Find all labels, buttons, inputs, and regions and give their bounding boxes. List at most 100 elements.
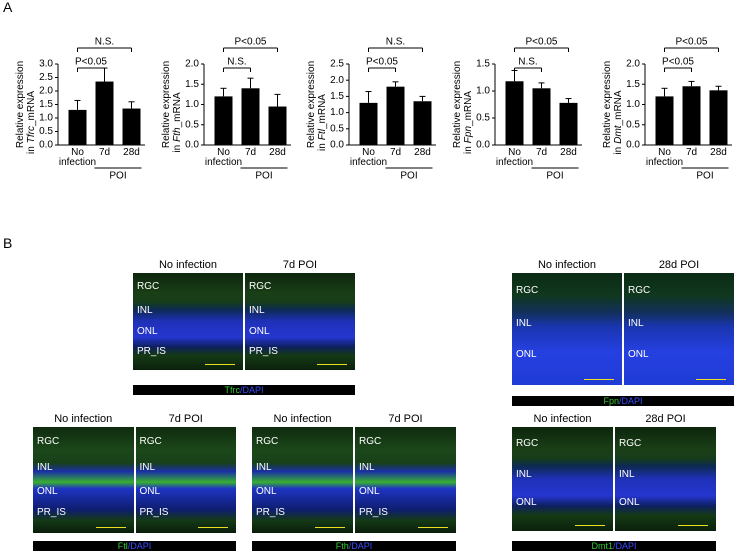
sig-label: N.S. (386, 37, 405, 48)
micrograph: RGC INL ONL PR_IS (133, 273, 243, 370)
layer-label: ONL (516, 496, 537, 508)
layer-label: ONL (137, 326, 158, 338)
stain-caption: Fth/DAPI (252, 541, 456, 551)
stain-dapi: /DAPI (619, 396, 643, 406)
bar (359, 102, 378, 145)
micrograph: RGC INL ONL PR_IS (245, 273, 355, 370)
y-label-line: Relative expression (15, 61, 26, 148)
x-tick-label: No infection (204, 147, 243, 168)
y-tick-label: 1.0 (39, 113, 53, 124)
y-tick-label: 0.5 (330, 123, 344, 134)
y-label-suffix: _mRNA (172, 92, 183, 128)
bar (682, 86, 701, 145)
bar (68, 109, 87, 145)
x-tick-label: 7d (535, 147, 548, 158)
scale-bar (198, 527, 228, 528)
layer-label: PR_IS (137, 345, 166, 357)
layer-label: INL (249, 304, 265, 316)
y-tick-label: 0.5 (476, 113, 490, 124)
scale-bar (584, 379, 614, 380)
layer-label: INL (628, 318, 644, 330)
layer-label: RGC (256, 435, 279, 447)
stain-caption: Tfrc/DAPI (133, 385, 355, 395)
panel-label: A (3, 0, 13, 15)
group-label: POI (400, 171, 417, 182)
layer-label: RGC (37, 435, 60, 447)
sig-label: N.S. (95, 37, 114, 48)
bar (386, 86, 405, 145)
y-label-line: Relative expression (602, 61, 613, 148)
scale-bar (678, 525, 708, 526)
y-label-gene: Fpn (463, 126, 474, 144)
y-label-gene: Fth (172, 127, 183, 142)
y-label-gene: Ftl (317, 128, 328, 140)
y-label-gene: Tfrc (26, 126, 37, 143)
bar (241, 88, 260, 145)
y-label-prefix: in (317, 143, 328, 151)
micrograph: RGC INL ONL PR_IS (135, 427, 236, 533)
layer-label: RGC (139, 435, 162, 447)
micrograph: RGC INL ONL (512, 427, 613, 531)
bar (559, 102, 578, 145)
layer-label: RGC (249, 280, 272, 292)
y-label-prefix: in (613, 147, 624, 155)
layer-label: ONL (516, 348, 537, 360)
y-tick-label: 2.0 (185, 59, 199, 70)
micrograph: RGC INL ONL PR_IS (355, 427, 456, 533)
y-axis-label: Relative expressionin Dmt_mRNA (602, 61, 624, 155)
bar (413, 101, 432, 145)
sig-label: P<0.05 (526, 37, 558, 48)
scale-bar (696, 379, 726, 380)
image-header: No infection (158, 259, 218, 271)
scale-bar (95, 527, 126, 528)
stain-dapi: /DAPI (613, 541, 637, 551)
stain-caption: Dmt1/DAPI (512, 541, 716, 551)
bar (214, 96, 233, 145)
stain-caption: Fpn/DAPI (512, 396, 734, 406)
y-tick-label: 1.0 (330, 107, 344, 118)
bar (95, 81, 114, 145)
panel-label: B (3, 235, 13, 251)
x-tick-label: 28d (560, 147, 577, 158)
y-tick-label: 0.5 (39, 126, 53, 137)
bar (532, 88, 551, 145)
sig-label: P<0.05 (75, 57, 107, 68)
group-label: POI (109, 171, 126, 182)
image-header: 7d POI (168, 413, 203, 425)
layer-label: INL (139, 462, 156, 474)
y-tick-label: 1.5 (39, 99, 53, 110)
bar (268, 106, 287, 145)
y-label-gene: Dmt (613, 124, 624, 144)
x-tick-label: 28d (414, 147, 431, 158)
y-label-suffix: _mRNA (317, 94, 328, 130)
layer-label: INL (516, 318, 532, 330)
bar (122, 108, 141, 145)
y-tick-label: 1.5 (476, 59, 490, 70)
image-header: No infection (537, 259, 597, 271)
y-tick-label: 3.0 (39, 59, 53, 70)
y-label-suffix: _mRNA (613, 90, 624, 126)
stain-dapi: /DAPI (239, 385, 264, 395)
scale-bar (575, 525, 605, 526)
y-label-suffix: _mRNA (463, 91, 474, 127)
y-tick-label: 2.0 (626, 59, 640, 70)
image-header: 28d POI (658, 259, 700, 271)
x-tick-label: No infection (645, 147, 684, 168)
y-tick-label: 0.0 (39, 140, 53, 151)
layer-label: PR_IS (256, 506, 285, 518)
y-label-line: Relative expression (306, 61, 317, 148)
y-tick-label: 0.5 (185, 119, 199, 130)
scale-bar (205, 364, 235, 365)
y-tick-label: 0.0 (626, 140, 640, 151)
x-tick-label: 28d (710, 147, 727, 158)
y-tick-label: 0.5 (626, 119, 640, 130)
sig-label: N.S. (518, 57, 537, 68)
layer-label: RGC (628, 284, 651, 296)
group-label: POI (546, 171, 563, 182)
y-tick-label: 0.0 (330, 140, 344, 151)
layer-label: ONL (249, 326, 270, 338)
y-label-suffix: _mRNA (26, 91, 37, 127)
scale-bar (317, 364, 347, 365)
